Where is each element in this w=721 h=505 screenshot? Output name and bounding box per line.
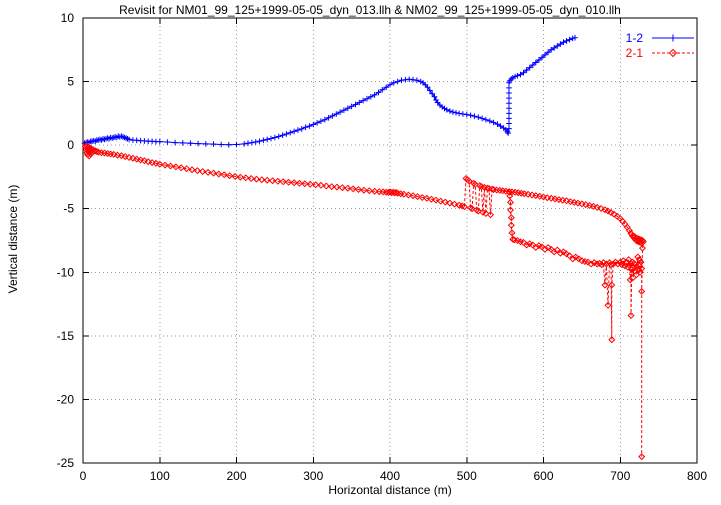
legend-sample-plus-line bbox=[652, 34, 694, 42]
x-tick-label: 200 bbox=[226, 469, 246, 483]
legend-item-2-1: 2-1 bbox=[626, 46, 695, 60]
tick-labels: 0 100 200 300 400 500 600 700 800 -25 -20 -15 -10 -5 0… bbox=[57, 11, 708, 483]
legend: 1-2 2-1 bbox=[0, 31, 695, 60]
series-markers-1-2 bbox=[81, 34, 578, 148]
axis-ticks bbox=[82, 17, 698, 464]
y-tick-label: -5 bbox=[63, 202, 74, 216]
x-tick-label: 100 bbox=[150, 469, 170, 483]
legend-label-1-2: 1-2 bbox=[625, 31, 643, 45]
x-tick-label: 0 bbox=[80, 469, 87, 483]
y-tick-label: -20 bbox=[57, 392, 75, 406]
y-tick-label: 10 bbox=[61, 11, 75, 25]
y-tick-label: -10 bbox=[57, 265, 75, 279]
y-tick-label: -15 bbox=[57, 329, 75, 343]
plot-title: Revisit for NM01_99_125+1999-05-05_dyn_0… bbox=[119, 3, 621, 17]
legend-label-2-1: 2-1 bbox=[625, 46, 643, 60]
x-tick-label: 400 bbox=[380, 469, 400, 483]
y-tick-label: -25 bbox=[57, 456, 75, 470]
y-tick-label: 5 bbox=[67, 75, 74, 89]
series-1-2 bbox=[81, 34, 578, 148]
y-axis-label: Vertical distance (m) bbox=[6, 184, 20, 294]
series-2-1 bbox=[81, 142, 647, 461]
x-tick-label: 600 bbox=[533, 469, 553, 483]
x-tick-label: 700 bbox=[610, 469, 630, 483]
x-axis-label: Horizontal distance (m) bbox=[328, 483, 452, 497]
y-tick-label: 0 bbox=[67, 138, 74, 152]
x-tick-label: 800 bbox=[687, 469, 707, 483]
x-tick-label: 500 bbox=[457, 469, 477, 483]
x-tick-label: 300 bbox=[303, 469, 323, 483]
legend-sample-diamond-line bbox=[652, 48, 694, 58]
series-markers-2-1 bbox=[81, 142, 647, 461]
legend-item-1-2: 1-2 bbox=[626, 31, 695, 45]
